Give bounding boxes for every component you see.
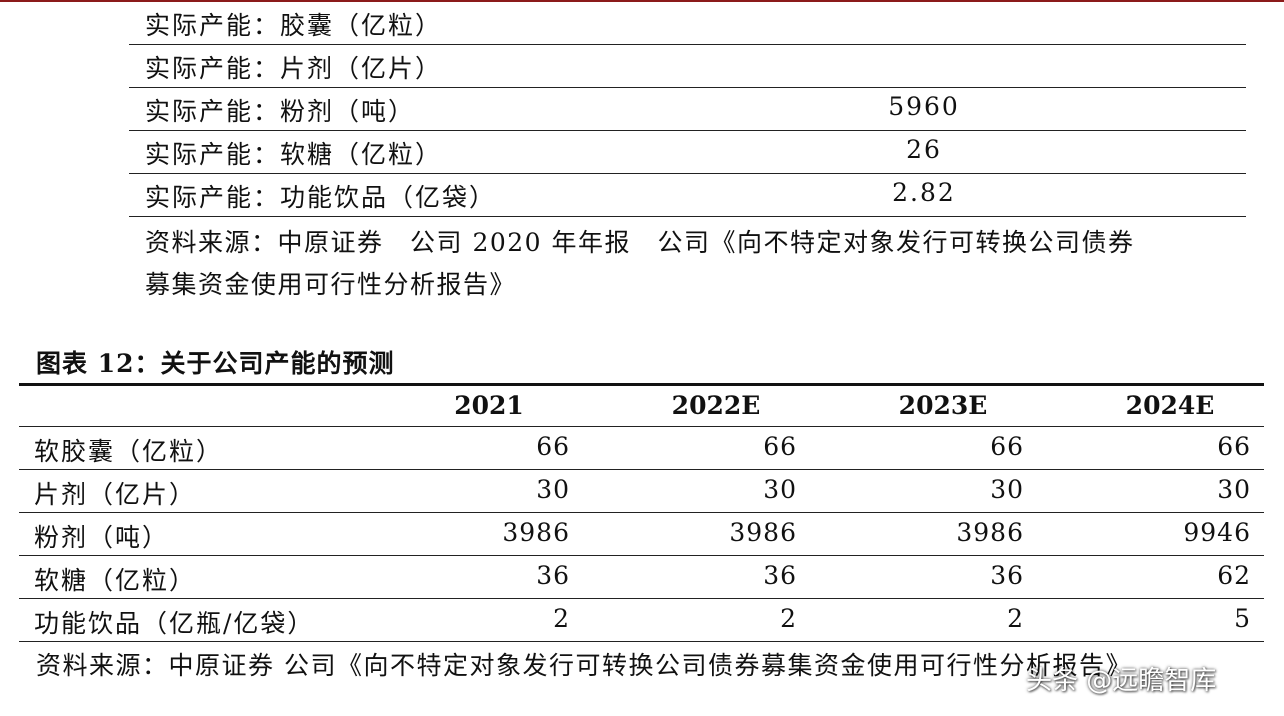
figure-title: 图表 12：关于公司产能的预测 — [36, 349, 395, 378]
cell-value: 36 — [763, 561, 797, 590]
cell-value: 66 — [1217, 432, 1251, 461]
capacity-table-row: 实际产能：粉剂（吨） 5960 — [129, 88, 1246, 131]
row-label: 实际产能：片剂（亿片） — [145, 54, 443, 83]
row-label: 实际产能：软糖（亿粒） — [145, 140, 443, 169]
header-year: 2022E — [671, 391, 761, 420]
header-year: 2024E — [1125, 391, 1215, 420]
header-year: 2021 — [454, 391, 524, 420]
capacity-table-row: 实际产能：软糖（亿粒） 26 — [129, 131, 1246, 174]
forecast-table-row: 功能饮品（亿瓶/亿袋） 2 2 2 5 — [19, 599, 1264, 642]
capacity-table-row: 实际产能：胶囊（亿粒） — [129, 2, 1246, 45]
row-label: 软胶囊（亿粒） — [34, 437, 224, 466]
cell-value: 66 — [990, 432, 1024, 461]
cell-value: 3986 — [502, 518, 570, 547]
forecast-table-row: 软糖（亿粒） 36 36 36 62 — [19, 556, 1264, 599]
top-accent-rule — [0, 0, 1284, 2]
row-label: 功能饮品（亿瓶/亿袋） — [34, 609, 315, 638]
source-line: 募集资金使用可行性分析报告》 — [145, 270, 517, 299]
row-label: 片剂（亿片） — [34, 480, 197, 509]
cell-value: 30 — [536, 475, 570, 504]
forecast-table-header: 2021 2022E 2023E 2024E — [19, 386, 1264, 427]
capacity-table-row: 实际产能：片剂（亿片） — [129, 45, 1246, 88]
cell-value: 62 — [1217, 561, 1251, 590]
cell-value: 2 — [780, 604, 797, 633]
row-label: 实际产能：粉剂（吨） — [145, 97, 416, 126]
cell-value: 66 — [763, 432, 797, 461]
header-year: 2023E — [898, 391, 988, 420]
cell-value: 66 — [536, 432, 570, 461]
watermark-logo: 头条 @远瞻智库 — [1026, 666, 1217, 696]
source-line: 资料来源：中原证券 公司 2020 年年报 公司《向不特定对象发行可转换公司债券 — [145, 228, 1135, 257]
cell-value: 3986 — [956, 518, 1024, 547]
cell-value: 36 — [536, 561, 570, 590]
row-label: 软糖（亿粒） — [34, 566, 197, 595]
forecast-table-row: 粉剂（吨） 3986 3986 3986 9946 — [19, 513, 1264, 556]
table-top-rule — [19, 383, 1264, 386]
row-value: 5960 — [888, 92, 960, 121]
row-label: 实际产能：功能饮品（亿袋） — [145, 183, 497, 212]
cell-value: 5 — [1234, 604, 1251, 633]
row-label: 粉剂（吨） — [34, 523, 170, 552]
forecast-table-row: 片剂（亿片） 30 30 30 30 — [19, 470, 1264, 513]
row-value: 2.82 — [892, 178, 956, 207]
capacity-table-row: 实际产能：功能饮品（亿袋） 2.82 — [129, 174, 1246, 217]
cell-value: 36 — [990, 561, 1024, 590]
cell-value: 2 — [1007, 604, 1024, 633]
table1-source-note: 资料来源：中原证券 公司 2020 年年报 公司《向不特定对象发行可转换公司债券… — [145, 222, 1245, 306]
cell-value: 3986 — [729, 518, 797, 547]
row-label: 实际产能：胶囊（亿粒） — [145, 11, 443, 40]
cell-value: 30 — [990, 475, 1024, 504]
forecast-table-row: 软胶囊（亿粒） 66 66 66 66 — [19, 427, 1264, 470]
table2-source-note: 资料来源：中原证券 公司《向不特定对象发行可转换公司债券募集资金使用可行性分析报… — [36, 651, 1132, 680]
cell-value: 2 — [553, 604, 570, 633]
row-value: 26 — [906, 135, 942, 164]
cell-value: 30 — [763, 475, 797, 504]
cell-value: 9946 — [1183, 518, 1251, 547]
cell-value: 30 — [1217, 475, 1251, 504]
